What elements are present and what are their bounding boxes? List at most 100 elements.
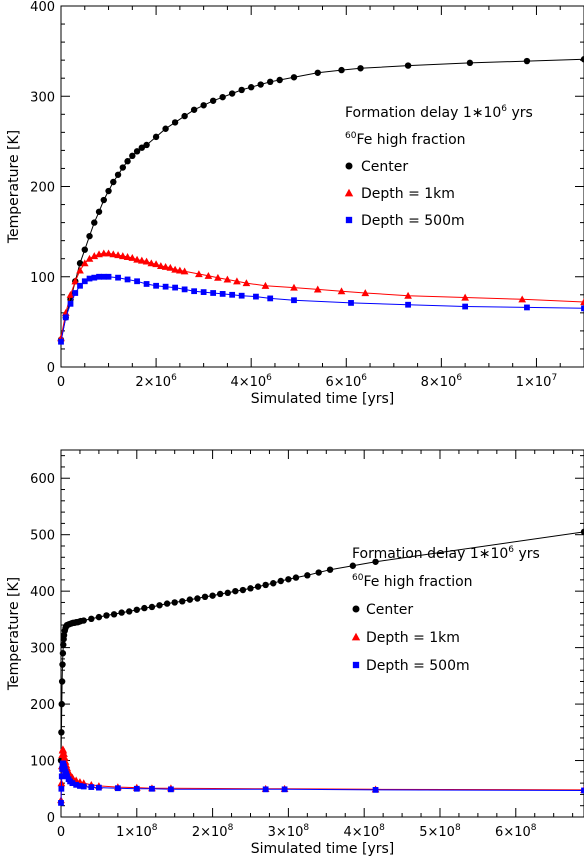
series-triangle	[57, 249, 584, 342]
y-tick-label: 0	[47, 361, 55, 376]
data-point	[292, 574, 300, 581]
data-point	[580, 56, 584, 63]
data-point	[103, 612, 110, 619]
data-point	[81, 246, 88, 253]
data-point	[161, 262, 170, 270]
data-point	[372, 787, 379, 793]
data-point	[114, 785, 121, 792]
data-point	[76, 266, 84, 274]
data-point	[85, 254, 94, 262]
data-point	[194, 595, 201, 602]
data-point	[162, 125, 169, 132]
data-point	[253, 293, 259, 300]
legend-title: Formation delay 1∗106 yrs	[352, 545, 540, 562]
data-point	[229, 291, 236, 298]
data-point	[86, 232, 93, 240]
data-point	[238, 292, 245, 299]
data-point	[304, 572, 311, 579]
data-point	[153, 282, 159, 289]
series-line	[60, 252, 584, 339]
series-circle	[57, 528, 584, 764]
data-point	[58, 785, 65, 792]
chart-panel-2: 0 100 200 300 400 500 600 0 1×108 2×108 3×108 4×108…	[6, 449, 584, 857]
data-point	[214, 273, 222, 281]
data-point	[67, 300, 74, 307]
data-point	[209, 97, 217, 104]
y-tick-label: 300	[30, 642, 55, 657]
data-point	[90, 252, 99, 260]
data-point	[326, 566, 334, 573]
data-point	[166, 263, 175, 271]
data-point	[110, 611, 118, 618]
data-point	[181, 112, 188, 120]
y-tick-label: 200	[30, 181, 55, 196]
data-point	[238, 86, 245, 94]
data-point	[58, 338, 64, 345]
series-line	[60, 276, 584, 342]
data-point	[180, 267, 189, 275]
data-point	[210, 290, 217, 296]
data-point	[405, 301, 411, 308]
data-point	[124, 158, 131, 165]
data-point	[313, 285, 322, 293]
data-point	[267, 78, 274, 86]
legend-marker	[345, 162, 353, 170]
data-point	[361, 289, 370, 297]
data-point	[314, 69, 321, 76]
data-point	[58, 729, 65, 736]
series-line	[60, 747, 584, 801]
data-point	[59, 650, 67, 657]
data-point	[129, 152, 136, 160]
data-point	[168, 786, 174, 793]
legend-marker	[352, 605, 360, 613]
data-point	[580, 528, 584, 536]
data-point	[62, 314, 69, 321]
data-point	[71, 277, 80, 285]
data-point	[176, 266, 184, 274]
data-point	[254, 583, 262, 590]
data-point	[86, 275, 93, 282]
series-circle	[57, 56, 584, 344]
data-point	[148, 603, 156, 611]
y-tick-label: 100	[30, 755, 55, 770]
data-point	[228, 90, 236, 97]
data-point	[105, 273, 112, 280]
y-tick-label: 500	[30, 529, 55, 544]
data-point	[88, 784, 95, 790]
data-point	[81, 278, 88, 285]
data-point	[124, 276, 131, 283]
series-line	[60, 531, 584, 761]
data-point	[277, 577, 285, 585]
data-point	[66, 290, 75, 298]
data-point	[242, 279, 251, 287]
data-point	[219, 291, 226, 297]
data-point	[123, 253, 132, 260]
data-point	[60, 749, 68, 757]
data-point	[60, 753, 69, 761]
data-point	[95, 208, 103, 215]
data-point	[143, 141, 150, 149]
data-point	[223, 275, 232, 283]
data-point	[281, 786, 288, 793]
legend-marker	[352, 661, 360, 669]
data-point	[59, 746, 68, 754]
legend-subtitle: 60Fe high fraction	[352, 573, 473, 590]
data-point	[133, 606, 140, 613]
data-point	[209, 592, 216, 599]
y-tick-label: 300	[30, 90, 55, 105]
data-point	[80, 259, 89, 267]
data-point	[76, 260, 84, 267]
data-point	[219, 93, 226, 101]
series-square	[58, 760, 584, 806]
legend-marker	[345, 216, 353, 224]
data-point	[114, 171, 122, 178]
data-point	[80, 617, 87, 624]
data-point	[104, 249, 113, 257]
data-point	[216, 590, 224, 598]
data-point	[581, 305, 584, 312]
data-point	[290, 74, 298, 81]
data-point	[247, 585, 254, 592]
data-point	[462, 303, 469, 310]
data-point	[262, 581, 269, 589]
